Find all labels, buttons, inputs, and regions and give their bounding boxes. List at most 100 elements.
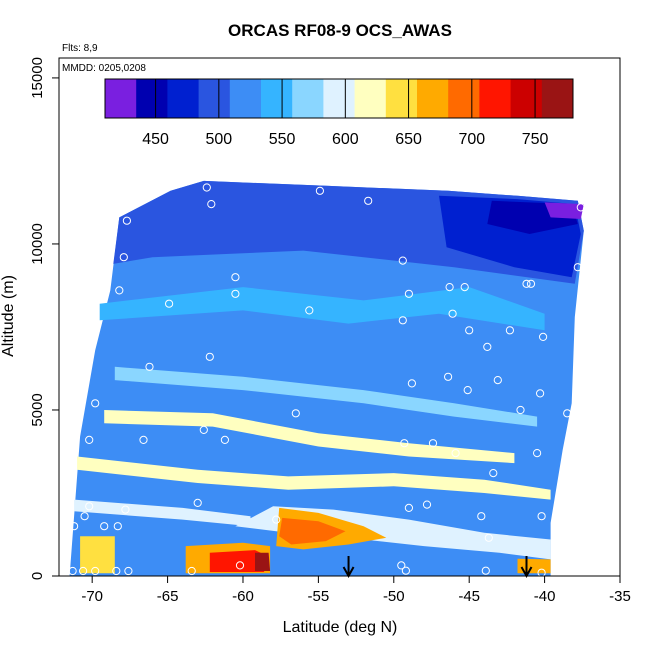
colorbar-segment <box>354 79 387 118</box>
colorbar-segment <box>323 79 356 118</box>
x-axis: -70 -65 -60 -55 -50 -45 -40 -35 <box>81 576 631 605</box>
x-tick-label: -65 <box>157 588 179 605</box>
heat-region-15 <box>255 552 271 571</box>
colorbar-segment <box>261 79 293 118</box>
sample-point <box>82 336 91 345</box>
colorbar-segment <box>448 79 480 118</box>
colorbar-segment <box>229 79 262 118</box>
sample-point <box>533 449 542 458</box>
colorbar-segment <box>167 79 200 118</box>
heat-region-8 <box>77 456 551 500</box>
flights-annotation: Flts: 8,9 <box>62 43 98 54</box>
sample-point <box>231 289 240 298</box>
sample-point <box>493 376 502 385</box>
sample-point <box>85 435 94 444</box>
sample-point <box>400 439 409 448</box>
sample-point <box>364 196 373 205</box>
sample-point <box>100 522 109 531</box>
sample-point <box>85 502 94 511</box>
sample-points <box>68 183 585 577</box>
sample-point <box>199 425 208 434</box>
colorbar-tick-label: 450 <box>142 131 169 148</box>
colorbar-tick-label: 650 <box>395 131 422 148</box>
heat-region-14 <box>209 550 265 572</box>
y-tick-label: 5000 <box>29 393 46 426</box>
sample-point <box>563 409 572 418</box>
colorbar-tick-label: 500 <box>205 131 232 148</box>
heat-region-9 <box>74 499 251 527</box>
sample-point <box>463 386 472 395</box>
sample-point <box>576 203 585 212</box>
sample-point <box>124 566 133 576</box>
sample-point <box>115 286 124 295</box>
sample-point <box>235 561 245 570</box>
sample-point <box>422 500 432 509</box>
sample-point <box>112 566 121 576</box>
sample-point <box>451 449 460 458</box>
sample-point <box>80 512 89 521</box>
sample-point <box>139 435 148 444</box>
sample-point <box>526 279 536 288</box>
colorbar-tick-label: 600 <box>332 131 359 148</box>
x-tick-label: -60 <box>232 588 254 605</box>
sample-point <box>445 283 454 292</box>
colorbar-tick-label: 550 <box>269 131 296 148</box>
y-tick-label: 15000 <box>29 57 46 99</box>
colorbar-segment <box>385 79 418 118</box>
sample-point <box>79 566 88 576</box>
sample-point <box>165 299 174 308</box>
sample-point <box>489 469 498 478</box>
sample-point <box>505 326 514 335</box>
sample-point <box>428 439 438 448</box>
y-tick-label: 0 <box>29 572 46 580</box>
colorbar-frame <box>104 78 574 119</box>
sample-point <box>122 216 132 225</box>
sample-point <box>187 566 196 576</box>
colorbar-tick-label: 700 <box>458 131 485 148</box>
sample-point <box>119 253 128 262</box>
sample-point <box>113 522 122 531</box>
sample-point <box>397 561 406 570</box>
plot-frame <box>58 57 621 577</box>
sample-point <box>272 515 281 524</box>
sample-point <box>460 283 469 292</box>
sample-point <box>522 279 531 288</box>
sample-point <box>398 316 407 325</box>
sample-point <box>573 263 582 272</box>
sample-point <box>231 273 240 282</box>
sample-point <box>91 566 100 576</box>
date-annotation: MMDD: 0205,0208 <box>62 63 146 74</box>
heat-region-7 <box>104 410 515 464</box>
sample-point <box>220 435 229 444</box>
x-tick-label: -40 <box>534 588 556 605</box>
sample-point <box>205 352 214 361</box>
sample-point <box>121 505 130 514</box>
heat-region-5 <box>99 287 545 331</box>
colorbar-segment <box>479 79 512 118</box>
sample-point <box>305 306 314 315</box>
sample-point <box>401 566 410 575</box>
heat-region-12 <box>279 517 346 545</box>
colorbar-segment <box>541 79 574 118</box>
x-tick-label: -55 <box>308 588 330 605</box>
x-tick-label: -45 <box>458 588 480 605</box>
sample-point <box>483 342 492 351</box>
colorbar-segment <box>105 79 137 118</box>
heatmap-field <box>69 180 584 576</box>
sample-point <box>465 326 474 335</box>
sample-point <box>68 566 77 576</box>
sample-point <box>91 399 100 408</box>
sample-point <box>202 183 211 192</box>
y-tick-label: 10000 <box>29 223 46 265</box>
sample-point <box>444 372 453 381</box>
sample-point <box>207 200 216 209</box>
sample-point <box>70 522 79 531</box>
y-axis-label: Altitude (m) <box>0 275 17 357</box>
sample-point <box>404 503 413 512</box>
sample-point <box>539 332 548 341</box>
colorbar-segment <box>292 79 324 118</box>
sample-point <box>404 289 413 298</box>
y-axis: 0 5000 10000 15000 <box>29 57 59 580</box>
sample-point <box>536 389 545 398</box>
